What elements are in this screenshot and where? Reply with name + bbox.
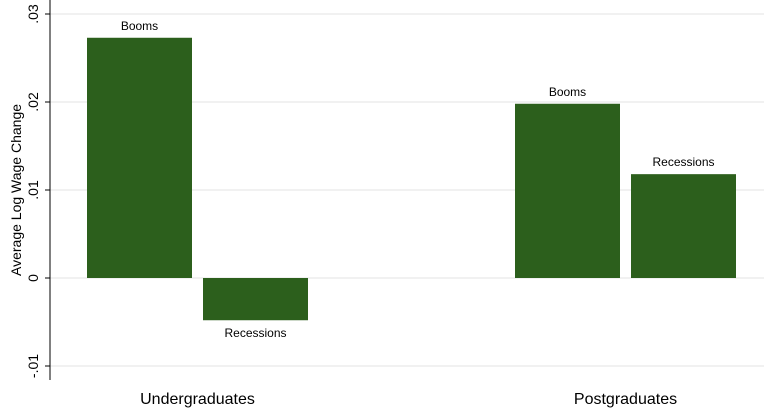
bar-label: Booms — [121, 19, 158, 33]
y-tick-label: -.01 — [25, 354, 41, 378]
bar — [87, 37, 192, 279]
category-label: Postgraduates — [574, 391, 677, 408]
bar-label: Booms — [549, 85, 586, 99]
y-axis: -.01 0 .01 .02 .03 — [25, 0, 51, 380]
category-label: Undergraduates — [140, 391, 255, 408]
bar — [631, 174, 736, 278]
y-tick-label: 0 — [25, 274, 41, 282]
bars — [87, 37, 736, 321]
bar — [203, 278, 308, 321]
y-tick-label: .03 — [25, 4, 41, 24]
bar-label: Recessions — [652, 155, 714, 169]
y-axis-title: Average Log Wage Change — [8, 104, 24, 276]
bar-label: Recessions — [224, 326, 286, 340]
bar — [515, 103, 620, 278]
category-labels: Undergraduates Postgraduates — [140, 391, 677, 408]
bar-labels: Booms Recessions Booms Recessions — [121, 19, 715, 340]
y-tick-label: .01 — [25, 180, 41, 200]
y-tick-label: .02 — [25, 92, 41, 112]
